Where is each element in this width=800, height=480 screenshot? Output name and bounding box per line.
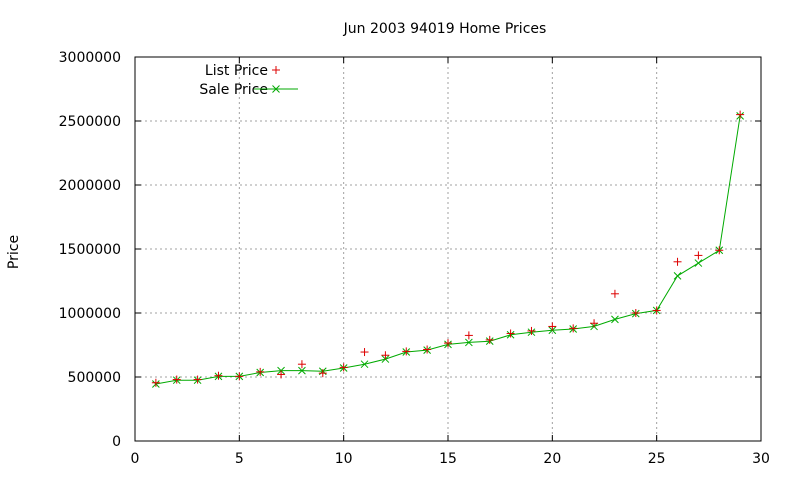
x-tick-label: 10 xyxy=(335,451,353,467)
sale-price-point xyxy=(673,272,682,280)
list-price-point xyxy=(423,345,432,354)
list-price-point xyxy=(464,331,473,340)
legend-swatch-list-price xyxy=(272,66,280,74)
x-tick-label: 30 xyxy=(752,451,770,467)
list-price-point xyxy=(548,322,557,331)
y-tick-label: 2500000 xyxy=(59,114,121,130)
list-price-point xyxy=(277,370,286,379)
chart-title: Jun 2003 94019 Home Prices xyxy=(343,21,547,37)
sale-price-point xyxy=(465,338,473,347)
list-price-point xyxy=(172,375,181,384)
sale-price-point-b xyxy=(298,366,306,375)
list-price-point xyxy=(485,335,494,344)
list-price-point xyxy=(235,372,244,381)
list-price-point xyxy=(527,326,536,335)
sale-price-point-b xyxy=(465,338,473,347)
y-tick-label: 1500000 xyxy=(59,242,121,258)
list-price-point xyxy=(569,324,578,333)
legend-label-list-price: List Price xyxy=(205,63,268,79)
sale-price-point-b xyxy=(694,259,703,267)
y-tick-label: 2000000 xyxy=(59,178,121,194)
legend-sale-marker xyxy=(272,85,280,93)
series-marks xyxy=(151,110,745,388)
list-price-point xyxy=(339,363,348,372)
y-axis-label: Price xyxy=(6,235,22,269)
list-price-point xyxy=(402,347,411,356)
list-price-point xyxy=(631,309,640,317)
list-price-point xyxy=(673,257,682,266)
grid-lines xyxy=(135,57,761,441)
list-price-point xyxy=(736,110,745,119)
list-price-point xyxy=(297,360,306,369)
list-price-point xyxy=(506,329,515,338)
list-price-point xyxy=(360,348,369,357)
list-price-point xyxy=(193,375,202,384)
sale-price-point-b xyxy=(360,360,369,369)
legend-label-sale-price: Sale Price xyxy=(199,82,268,98)
list-price-point xyxy=(590,319,599,328)
x-tick-label: 25 xyxy=(648,451,666,467)
sale-price-point xyxy=(694,259,703,267)
y-tick-label: 500000 xyxy=(68,370,121,386)
sale-price-point xyxy=(611,315,619,324)
x-tick-label: 5 xyxy=(235,451,244,467)
legend-list-marker xyxy=(272,66,280,74)
list-price-point xyxy=(444,339,452,348)
tick-labels: 0 5 10 15 20 25 30 0 500000 1000000 1500000 2000000… xyxy=(59,50,770,467)
list-price-point xyxy=(610,289,619,298)
x-tick-label: 0 xyxy=(131,451,140,467)
list-price-point xyxy=(381,351,390,360)
y-tick-label: 3000000 xyxy=(59,50,121,66)
legend: List Price Sale Price xyxy=(199,63,298,98)
list-price-point xyxy=(151,378,160,387)
legend-sale-marker-b xyxy=(272,85,280,93)
list-price-point xyxy=(256,367,265,376)
list-price-point xyxy=(214,371,223,380)
sale-price-point xyxy=(360,360,369,369)
list-price-point xyxy=(715,246,724,255)
y-tick-label: 1000000 xyxy=(59,306,121,322)
list-price-point xyxy=(652,306,661,315)
list-price-point xyxy=(694,251,703,260)
x-tick-label: 20 xyxy=(543,451,561,467)
axis-ticks xyxy=(134,56,762,442)
sale-price-point-b xyxy=(611,315,619,324)
list-price-point xyxy=(318,369,327,378)
sale-price-point-b xyxy=(673,272,682,280)
sale-price-point xyxy=(298,366,306,375)
x-tick-label: 15 xyxy=(439,451,457,467)
legend-swatch-sale-price xyxy=(254,85,298,93)
y-tick-label: 0 xyxy=(112,434,121,450)
